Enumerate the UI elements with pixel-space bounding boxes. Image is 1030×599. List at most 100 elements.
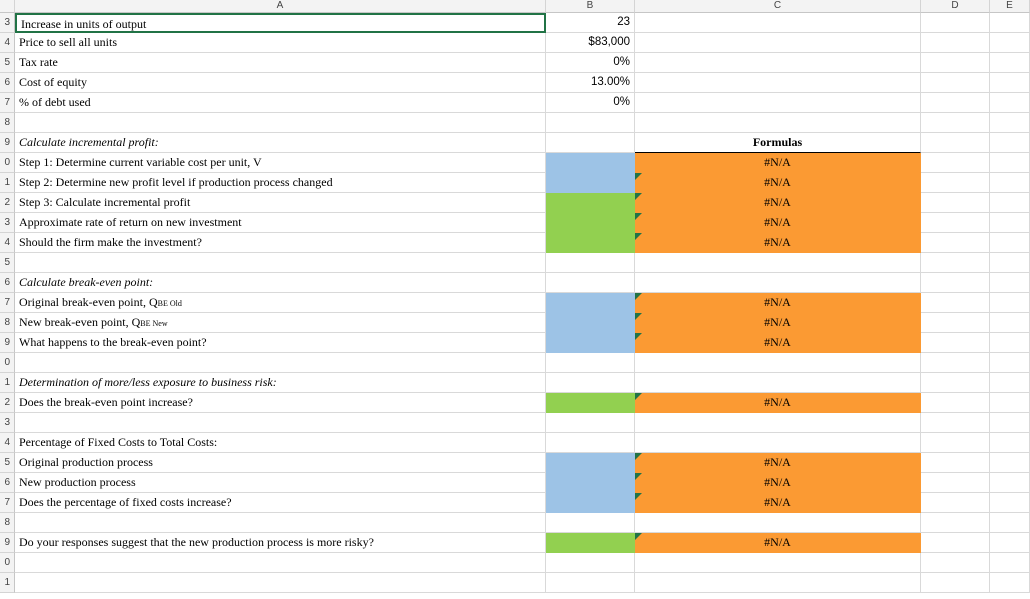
cell-input-label[interactable]: % of debt used	[15, 93, 546, 113]
cell[interactable]	[990, 573, 1030, 593]
cell[interactable]	[635, 413, 921, 433]
cell[interactable]	[546, 133, 635, 153]
cell[interactable]	[546, 573, 635, 593]
cell[interactable]	[990, 533, 1030, 553]
step-label[interactable]: New break-even point, QBE New	[15, 313, 546, 333]
row-header[interactable]: 7	[0, 493, 15, 513]
row-header[interactable]: 5	[0, 253, 15, 273]
answer-cell[interactable]	[546, 393, 635, 413]
step-label[interactable]: Step 1: Determine current variable cost …	[15, 153, 546, 173]
cell[interactable]	[921, 433, 990, 453]
cell[interactable]	[921, 473, 990, 493]
cell[interactable]	[990, 513, 1030, 533]
cell[interactable]	[15, 513, 546, 533]
cell[interactable]	[990, 53, 1030, 73]
answer-cell[interactable]	[546, 193, 635, 213]
cell[interactable]	[921, 373, 990, 393]
column-header-b[interactable]: B	[546, 0, 635, 13]
cell[interactable]	[15, 553, 546, 573]
cell[interactable]	[921, 93, 990, 113]
step-label[interactable]: What happens to the break-even point?	[15, 333, 546, 353]
corner-select-all[interactable]	[0, 0, 15, 13]
cell[interactable]	[990, 253, 1030, 273]
cell[interactable]	[990, 393, 1030, 413]
section-title-break-even[interactable]: Calculate break-even point:	[15, 273, 546, 293]
cell[interactable]	[990, 233, 1030, 253]
answer-cell[interactable]	[546, 213, 635, 233]
formula-result[interactable]: #N/A	[635, 453, 921, 473]
cell[interactable]	[990, 73, 1030, 93]
cell[interactable]	[990, 313, 1030, 333]
row-header[interactable]: 5	[0, 453, 15, 473]
cell[interactable]	[15, 113, 546, 133]
column-header-c[interactable]: C	[635, 0, 921, 13]
cell[interactable]	[921, 33, 990, 53]
cell[interactable]	[921, 233, 990, 253]
row-header[interactable]: 4	[0, 33, 15, 53]
row-header[interactable]: 4	[0, 433, 15, 453]
row-header[interactable]: 7	[0, 93, 15, 113]
row-header[interactable]: 8	[0, 513, 15, 533]
cell[interactable]	[635, 573, 921, 593]
cell[interactable]	[990, 373, 1030, 393]
answer-cell[interactable]	[546, 233, 635, 253]
cell[interactable]	[15, 413, 546, 433]
row-header[interactable]: 6	[0, 73, 15, 93]
cell[interactable]	[990, 333, 1030, 353]
row-header[interactable]: 3	[0, 413, 15, 433]
column-header-e[interactable]: E	[990, 0, 1030, 13]
row-header[interactable]: 2	[0, 193, 15, 213]
cell[interactable]	[990, 33, 1030, 53]
cell[interactable]	[635, 253, 921, 273]
step-label[interactable]: Original production process	[15, 453, 546, 473]
row-header[interactable]: 5	[0, 53, 15, 73]
answer-cell[interactable]	[546, 493, 635, 513]
cell[interactable]	[990, 13, 1030, 33]
cell-input-value[interactable]: 0%	[546, 93, 635, 113]
cell[interactable]	[990, 193, 1030, 213]
answer-cell[interactable]	[546, 173, 635, 193]
row-header[interactable]: 0	[0, 153, 15, 173]
cell[interactable]	[921, 353, 990, 373]
cell-input-label[interactable]: Price to sell all units	[15, 33, 546, 53]
cell[interactable]	[990, 473, 1030, 493]
cell[interactable]	[546, 513, 635, 533]
cell[interactable]	[921, 413, 990, 433]
formula-result[interactable]: #N/A	[635, 173, 921, 193]
formula-result[interactable]: #N/A	[635, 213, 921, 233]
row-header[interactable]: 3	[0, 13, 15, 33]
cell[interactable]	[990, 353, 1030, 373]
row-header[interactable]: 1	[0, 373, 15, 393]
row-header[interactable]: 1	[0, 173, 15, 193]
cell[interactable]	[635, 53, 921, 73]
step-label[interactable]: Step 2: Determine new profit level if pr…	[15, 173, 546, 193]
row-header[interactable]: 7	[0, 293, 15, 313]
cell[interactable]	[921, 133, 990, 153]
cell-input-value[interactable]: 23	[546, 13, 635, 33]
row-header[interactable]: 0	[0, 353, 15, 373]
formula-result[interactable]: #N/A	[635, 493, 921, 513]
cell-input-label[interactable]: Tax rate	[15, 53, 546, 73]
row-header[interactable]: 2	[0, 393, 15, 413]
cell[interactable]	[635, 33, 921, 53]
formula-result[interactable]: #N/A	[635, 313, 921, 333]
cell[interactable]	[990, 173, 1030, 193]
formulas-header[interactable]: Formulas	[635, 133, 921, 153]
cell[interactable]	[546, 433, 635, 453]
cell[interactable]	[921, 273, 990, 293]
cell[interactable]	[921, 553, 990, 573]
cell[interactable]	[990, 453, 1030, 473]
cell[interactable]	[546, 253, 635, 273]
cell[interactable]	[635, 113, 921, 133]
cell[interactable]	[990, 153, 1030, 173]
row-header[interactable]: 9	[0, 333, 15, 353]
cell[interactable]	[546, 273, 635, 293]
cell[interactable]	[990, 413, 1030, 433]
step-label[interactable]: Original break-even point, QBE Old	[15, 293, 546, 313]
cell[interactable]	[921, 53, 990, 73]
formula-result[interactable]: #N/A	[635, 233, 921, 253]
row-header[interactable]: 3	[0, 213, 15, 233]
cell[interactable]	[921, 573, 990, 593]
cell[interactable]	[921, 153, 990, 173]
row-header[interactable]: 1	[0, 573, 15, 593]
